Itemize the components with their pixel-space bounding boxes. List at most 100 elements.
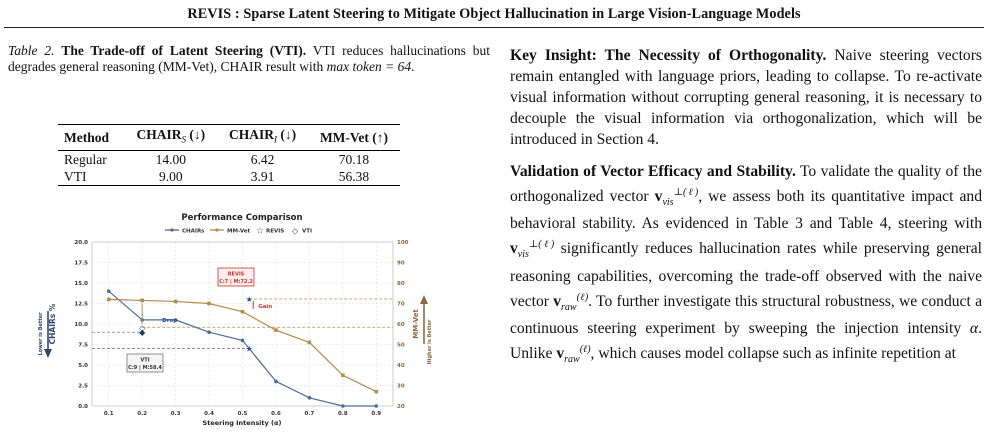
cell-chair-s: 14.00	[155, 151, 186, 167]
vti-annotation-title: VTI	[140, 358, 149, 364]
caption-title: The Trade-off of Latent Steering (VTI).	[61, 43, 307, 58]
left-arrow-head	[44, 349, 52, 358]
results-table: Method CHAIRS (↓) CHAIRI (↓) MM-Vet (↑) …	[58, 124, 400, 186]
legend-marker-0	[170, 228, 174, 232]
vti-annotation-values: C:9 | M:58.4	[128, 365, 162, 371]
vector-vis-perp: vvis⊥(ℓ)	[654, 187, 699, 209]
data-point	[274, 328, 278, 332]
data-point	[140, 298, 144, 303]
legend-label-3: VTI	[302, 229, 312, 235]
cell-chair-i: 3.91	[250, 168, 275, 184]
paragraph-text: Naive steering vectors remain entangled …	[510, 47, 982, 148]
revis-annotation-values: C:7 | M:72.2	[219, 279, 253, 285]
xtick: 0.1	[104, 411, 114, 417]
data-point	[240, 309, 245, 314]
chart-title: Performance Comparison	[181, 213, 302, 223]
ytick-left: 5.0	[78, 363, 88, 369]
paragraph-validation: Validation of Vector Efficacy and Stabil…	[510, 163, 982, 366]
xtick: 0.9	[371, 411, 381, 417]
data-point	[240, 338, 245, 343]
table-row: Regular 14.00 6.42 70.18	[58, 150, 400, 168]
paragraph-title: Validation of Vector Efficacy and Stabil…	[510, 163, 796, 180]
data-point	[106, 289, 111, 293]
legend-label-0: CHAIRs	[182, 229, 205, 235]
drop-label: Drop	[162, 318, 177, 324]
ytick-left: 2.5	[78, 384, 88, 390]
vector-raw: vraw(ℓ)	[553, 291, 589, 313]
xtick: 0.5	[238, 411, 248, 417]
data-point	[307, 340, 312, 345]
data-point	[173, 318, 178, 322]
right-column: Key Insight: The Necessity of Orthogonal…	[510, 45, 982, 381]
ytick-right: 90	[397, 261, 405, 267]
ytick-left: 7.5	[78, 343, 88, 349]
ytick-right: 30	[397, 384, 405, 390]
vector-vis-perp: vvis⊥(ℓ)	[510, 239, 555, 261]
left-column: Table 2. The Trade-off of Latent Steerin…	[8, 43, 490, 75]
table-row: VTI 9.00 3.91 56.38	[58, 168, 400, 186]
cell-method: Regular	[64, 151, 107, 167]
legend-marker-1	[215, 228, 219, 232]
caption-end: .	[411, 59, 415, 74]
vti-annotation-box	[126, 353, 164, 373]
caption-label: Table 2.	[8, 43, 55, 58]
data-point	[341, 404, 345, 408]
ytick-left: 12.5	[74, 302, 88, 308]
vti-diamond-mmvet: ◇	[139, 323, 146, 332]
data-point	[106, 297, 111, 302]
data-point	[173, 299, 178, 304]
ytick-right: 40	[397, 363, 405, 369]
data-point	[374, 389, 379, 394]
xtick: 0.3	[171, 411, 181, 417]
ytick-right: 100	[397, 240, 409, 246]
legend-diamond-icon: ◇	[292, 227, 299, 236]
y-axis-left-note: Lower is Better	[38, 312, 44, 356]
vector-raw: vraw(ℓ)	[556, 343, 591, 366]
ytick-left: 20.0	[74, 240, 88, 246]
cell-chair-s: 9.00	[159, 168, 183, 184]
cell-method: VTI	[64, 168, 87, 184]
data-point	[207, 301, 211, 306]
ytick-left: 15.0	[74, 281, 88, 287]
vti-diamond-chairs: ◆	[139, 328, 146, 337]
xtick: 0.8	[338, 411, 348, 417]
legend-label-1: MM-Vet	[227, 229, 251, 235]
paragraph-orthogonality: Key Insight: The Necessity of Orthogonal…	[510, 45, 982, 150]
header-method: Method	[64, 129, 109, 145]
y-axis-left-label: CHAIRs %	[48, 303, 57, 344]
ytick-right: 20	[397, 404, 405, 410]
cell-mmvet: 70.18	[338, 151, 370, 167]
cell-mmvet: 56.38	[338, 168, 370, 184]
xtick: 0.2	[137, 411, 147, 417]
caption-emphasis: max token = 64	[326, 59, 412, 74]
table-header-row: Method CHAIRS (↓) CHAIRI (↓) MM-Vet (↑)	[58, 124, 400, 151]
revis-annotation-box	[217, 267, 255, 287]
legend-label-2: REVIS	[266, 229, 284, 235]
data-point	[374, 404, 379, 408]
legend-star-icon: ☆	[256, 227, 264, 237]
header-chair-s: CHAIRS (↓)	[136, 127, 206, 145]
running-head: REVIS : Sparse Latent Steering to Mitiga…	[187, 6, 801, 22]
header-chair-i: CHAIRI (↓)	[228, 127, 297, 145]
data-point	[274, 379, 278, 384]
ytick-right: 50	[397, 343, 405, 349]
data-point	[207, 330, 211, 334]
data-point	[341, 373, 345, 378]
revis-star-chairs: ★	[246, 345, 253, 354]
header-rule	[4, 27, 984, 28]
y-axis-right-note: Higher is Better	[427, 319, 433, 364]
paragraph-title: Key Insight: The Necessity of Orthogonal…	[510, 47, 827, 64]
chart-svg: Performance Comparison CHAIRs MM-Vet ☆ REVIS…	[38, 213, 433, 427]
ytick-right: 60	[397, 322, 405, 328]
data-point	[307, 396, 312, 400]
y-axis-right-label: MM-Vet	[412, 309, 420, 339]
alpha-symbol: α	[969, 319, 979, 337]
ytick-left: 10.0	[74, 322, 88, 328]
ytick-right: 70	[397, 302, 405, 308]
gain-label: Gain	[258, 304, 272, 310]
caption-text: VTI reduces hallucinations but degrades …	[8, 43, 490, 74]
cell-chair-i: 6.42	[250, 151, 275, 167]
revis-star-mmvet: ★	[246, 295, 253, 304]
header-mmvet: MM-Vet (↑)	[319, 129, 389, 145]
xtick: 0.4	[204, 411, 214, 417]
